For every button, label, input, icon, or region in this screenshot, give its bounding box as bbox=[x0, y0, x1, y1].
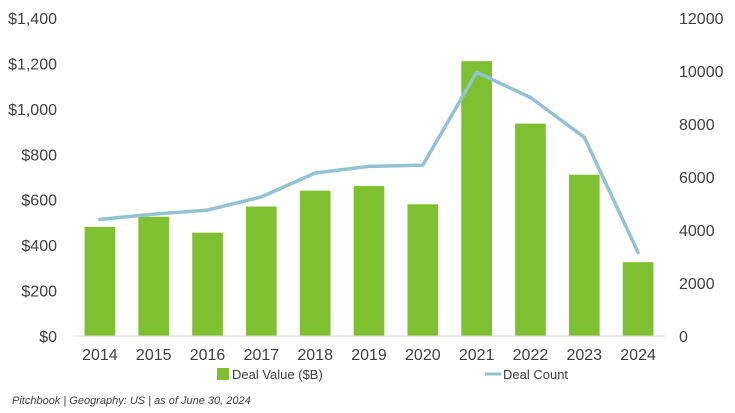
x-tick-label: 2014 bbox=[82, 347, 118, 364]
source-note: Pitchbook | Geography: US | as of June 3… bbox=[12, 395, 251, 407]
x-tick-label: 2017 bbox=[244, 347, 280, 364]
x-tick-label: 2020 bbox=[405, 347, 441, 364]
left-tick-label: $600 bbox=[21, 193, 57, 210]
left-tick-label: $1,000 bbox=[8, 102, 57, 119]
legend-swatch-deal-value bbox=[217, 368, 229, 380]
right-axis: 0 2000 4000 6000 8000 10000 12000 bbox=[679, 11, 724, 346]
right-tick-label: 0 bbox=[679, 329, 688, 346]
legend: Deal Value ($B) Deal Count bbox=[217, 367, 568, 382]
left-tick-label: $0 bbox=[39, 329, 57, 346]
bar-deal-value bbox=[246, 206, 277, 336]
right-tick-label: 6000 bbox=[679, 170, 715, 187]
left-axis: $0 $200 $400 $600 $800 $1,000 $1,200 $1,400 bbox=[8, 11, 57, 346]
bar-deal-value bbox=[84, 226, 116, 336]
bar-deal-value bbox=[353, 186, 385, 336]
bar-deal-value bbox=[622, 262, 654, 336]
x-tick-label: 2021 bbox=[459, 347, 495, 364]
left-tick-label: $1,200 bbox=[8, 56, 57, 73]
left-tick-label: $800 bbox=[21, 147, 57, 164]
right-tick-label: 8000 bbox=[679, 117, 715, 134]
bar-series bbox=[84, 61, 654, 337]
bar-deal-value bbox=[192, 232, 223, 336]
x-tick-label: 2018 bbox=[297, 347, 333, 364]
left-tick-label: $1,400 bbox=[8, 11, 57, 28]
x-tick-label: 2016 bbox=[190, 347, 226, 364]
left-tick-label: $400 bbox=[21, 238, 57, 255]
bar-deal-value bbox=[568, 174, 600, 336]
bar-deal-value bbox=[299, 190, 331, 336]
x-tick-label: 2022 bbox=[513, 347, 549, 364]
right-tick-label: 12000 bbox=[679, 11, 724, 28]
right-tick-label: 10000 bbox=[679, 64, 724, 81]
x-tick-label: 2019 bbox=[351, 347, 387, 364]
legend-label-deal-value: Deal Value ($B) bbox=[232, 367, 323, 382]
right-tick-label: 2000 bbox=[679, 276, 715, 293]
bar-deal-value bbox=[461, 61, 492, 337]
x-tick-label: 2015 bbox=[136, 347, 172, 364]
bar-deal-value bbox=[407, 204, 439, 336]
legend-label-deal-count: Deal Count bbox=[503, 367, 568, 382]
x-axis: 2014 2015 2016 2017 2018 2019 2020 2021 2022 2023… bbox=[82, 347, 656, 364]
x-tick-label: 2023 bbox=[566, 347, 602, 364]
bar-deal-value bbox=[138, 216, 170, 336]
deal-count-line bbox=[98, 70, 640, 255]
x-tick-label: 2024 bbox=[620, 347, 656, 364]
left-tick-label: $200 bbox=[21, 284, 57, 301]
bar-deal-value bbox=[515, 123, 546, 336]
right-tick-label: 4000 bbox=[679, 223, 715, 240]
